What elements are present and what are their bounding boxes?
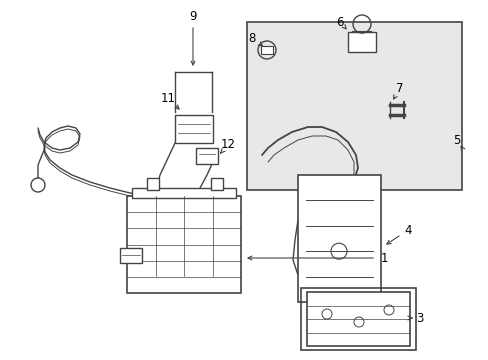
Bar (261, 46, 272, 54)
Bar (246, 22, 461, 190)
Bar (301, 288, 415, 350)
Bar (127, 196, 241, 293)
Text: 6: 6 (336, 15, 343, 28)
Text: 7: 7 (395, 81, 403, 94)
Bar (196, 148, 218, 164)
Text: 8: 8 (248, 31, 255, 45)
Text: 2: 2 (134, 261, 142, 274)
Text: 11: 11 (160, 91, 175, 104)
Bar (120, 248, 142, 263)
Bar (147, 178, 159, 190)
Bar (132, 188, 236, 198)
Text: 9: 9 (189, 10, 196, 23)
Bar (175, 115, 213, 143)
Text: 5: 5 (452, 134, 460, 147)
Text: 4: 4 (404, 224, 411, 237)
Bar (297, 175, 380, 302)
Bar (347, 32, 375, 52)
Text: 12: 12 (220, 139, 235, 152)
Bar (306, 292, 409, 346)
Bar (210, 178, 223, 190)
Text: 3: 3 (415, 311, 423, 324)
Text: 10: 10 (132, 276, 147, 289)
Text: 1: 1 (380, 252, 387, 265)
